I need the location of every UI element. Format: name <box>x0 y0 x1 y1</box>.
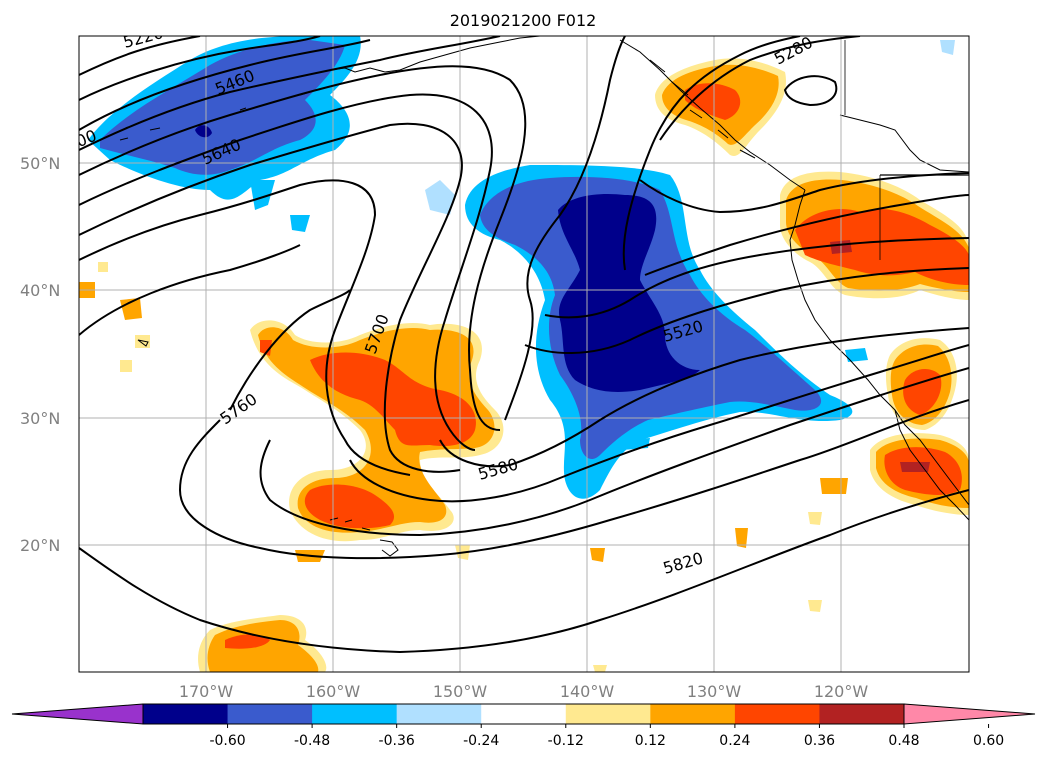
shading-warm-gulf-alaska <box>655 58 786 156</box>
longitude-labels: 170°W 160°W 150°W 140°W 130°W 120°W <box>179 682 869 701</box>
lon-label: 140°W <box>560 682 615 701</box>
colorbar-segment <box>143 704 229 724</box>
colorbar: -0.60 -0.48 -0.36 -0.24 -0.12 0.12 0.24 0.36 0.4… <box>11 703 1036 749</box>
colorbar-tick-label: -0.36 <box>379 733 415 749</box>
colorbar-segment <box>481 704 567 724</box>
colorbar-segment <box>734 704 820 724</box>
lon-label: 170°W <box>179 682 234 701</box>
colorbar-segment <box>227 704 313 724</box>
map-area: 5220 5460 5640 5400 5280 5700 5760 5520 … <box>79 36 969 672</box>
gridlines <box>79 36 969 672</box>
shading-warm-subtropical <box>79 262 848 672</box>
lon-label: 120°W <box>814 682 869 701</box>
colorbar-extend-min <box>11 703 144 725</box>
colorbar-tick-label: 0.36 <box>804 733 835 749</box>
colorbar-tick-label: 0.60 <box>973 733 1004 749</box>
lon-label: 160°W <box>306 682 361 701</box>
colorbar-tick-label: -0.12 <box>548 733 584 749</box>
lon-label: 130°W <box>687 682 742 701</box>
colorbar-tick-label: -0.60 <box>209 733 245 749</box>
lat-label: 30°N <box>20 409 60 428</box>
colorbar-tick-label: -0.24 <box>463 733 499 749</box>
colorbar-segment <box>312 704 398 724</box>
colorbar-frame <box>142 703 905 725</box>
height-contours <box>79 36 969 654</box>
colorbar-segment <box>650 704 736 724</box>
lat-label: 20°N <box>20 536 60 555</box>
shading-blue-small <box>845 40 955 362</box>
shading-blue-northwest <box>88 36 361 232</box>
colorbar-segment <box>565 704 651 724</box>
map-frame <box>78 35 970 673</box>
colorbar-tick-label: -0.48 <box>294 733 330 749</box>
colorbar-tick-label: 0.12 <box>635 733 666 749</box>
latitude-labels: 50°N 40°N 30°N 20°N <box>20 154 60 555</box>
colorbar-segment <box>819 704 905 724</box>
colorbar-segment <box>396 704 482 724</box>
lat-label: 40°N <box>20 281 60 300</box>
colorbar-tick-label: 0.48 <box>888 733 919 749</box>
shading-blue-central <box>425 165 853 499</box>
shading-warm-westcoast <box>780 171 969 515</box>
lat-label: 50°N <box>20 154 60 173</box>
lon-label: 150°W <box>433 682 488 701</box>
map-title: 2019021200 F012 <box>450 11 597 30</box>
colorbar-extend-max <box>903 703 1036 725</box>
colorbar-tick-label: 0.24 <box>719 733 750 749</box>
